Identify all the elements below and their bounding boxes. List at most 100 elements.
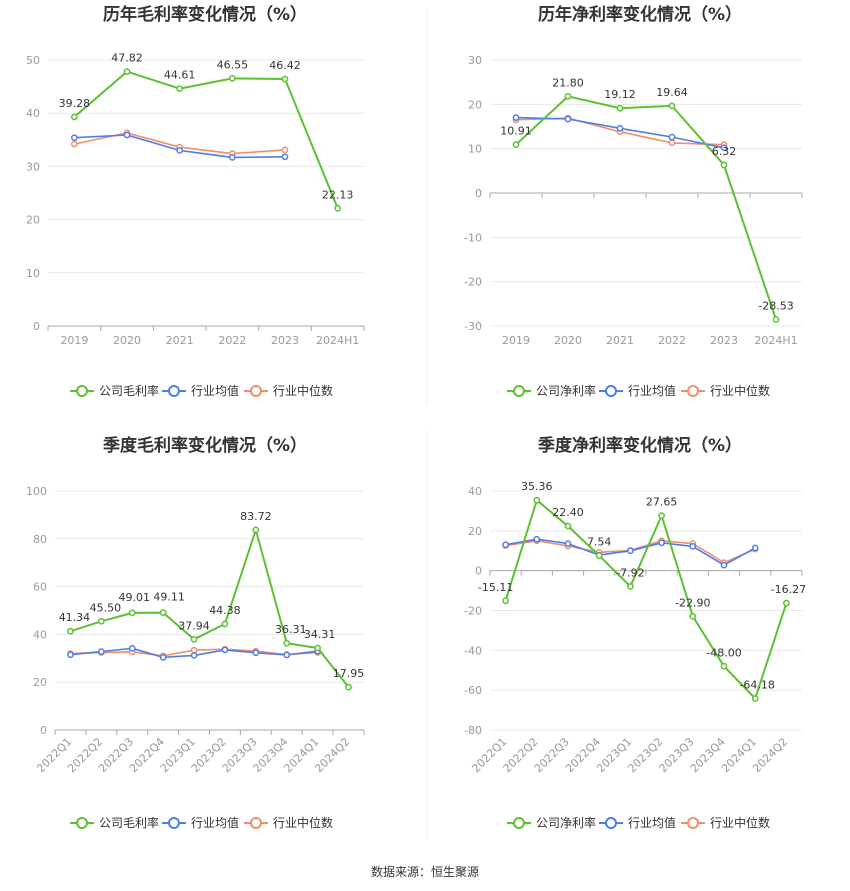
data-point-company bbox=[123, 68, 131, 75]
data-point-industry-average bbox=[751, 544, 759, 552]
legend-marker bbox=[687, 385, 699, 397]
data-point-industry-average bbox=[128, 644, 136, 652]
data-point-industry-average bbox=[228, 154, 236, 161]
legend-marker bbox=[513, 385, 525, 397]
data-point-company bbox=[783, 599, 790, 607]
data-point-industry-average bbox=[512, 114, 520, 121]
y-tick-label: 20 bbox=[468, 525, 482, 538]
y-tick-label: -60 bbox=[464, 684, 482, 697]
data-point-industry-average bbox=[533, 535, 541, 543]
data-point-company bbox=[658, 512, 665, 519]
legend-label: 公司净利率 bbox=[536, 815, 596, 830]
legend-item-industry-average: 行业均值 bbox=[162, 815, 239, 830]
x-tick-label: 2021 bbox=[606, 334, 634, 347]
data-point-industry-average bbox=[720, 561, 728, 569]
data-label: 83.72 bbox=[240, 510, 272, 523]
x-tick-label: 2020 bbox=[554, 334, 582, 347]
legend-item-industry-median: 行业中位数 bbox=[244, 815, 333, 830]
legend-marker bbox=[168, 385, 180, 397]
legend-marker bbox=[687, 817, 699, 829]
x-tick-label: 2022 bbox=[218, 334, 246, 347]
legend-marker bbox=[168, 817, 180, 829]
data-point-company bbox=[564, 93, 572, 100]
data-point-industry-average bbox=[689, 543, 697, 550]
data-point-industry-median bbox=[70, 140, 78, 148]
x-tick-label: 2024H1 bbox=[316, 334, 359, 347]
legend-item-company: 公司净利率 bbox=[507, 383, 596, 398]
data-point-industry-average bbox=[176, 147, 184, 154]
y-tick-label: 20 bbox=[468, 98, 482, 111]
series-line-company bbox=[70, 528, 350, 688]
legend-marker bbox=[513, 817, 525, 829]
series-line-company bbox=[515, 95, 777, 320]
data-point-company bbox=[512, 141, 520, 148]
data-label: -48.00 bbox=[706, 646, 741, 659]
legend-item-industry-average: 行业均值 bbox=[162, 383, 239, 398]
legend-label: 行业中位数 bbox=[273, 815, 333, 830]
legend-marker bbox=[250, 385, 262, 397]
legend-marker bbox=[76, 817, 88, 829]
chart-panel-annual-gross-margin: 历年毛利率变化情况（%） 0 10 20 30 40 50 2019 2020 2021 2022 2… bbox=[26, 4, 365, 398]
data-label: 7.54 bbox=[587, 536, 612, 549]
data-point-industry-average bbox=[564, 540, 572, 547]
chart-title: 季度净利率变化情况（%） bbox=[538, 435, 742, 456]
data-label: 36.31 bbox=[275, 623, 307, 636]
y-tick-label: 10 bbox=[468, 143, 482, 156]
data-label: 47.82 bbox=[111, 52, 143, 65]
data-point-company bbox=[668, 102, 676, 110]
data-point-company bbox=[616, 104, 624, 112]
y-tick-label: 0 bbox=[33, 320, 40, 333]
data-point-company bbox=[283, 639, 291, 647]
x-tick-label: 2024Q2 bbox=[750, 735, 790, 775]
data-point-industry-average bbox=[668, 133, 676, 141]
data-point-company bbox=[720, 662, 728, 670]
legend-label: 行业中位数 bbox=[710, 383, 770, 398]
data-point-company bbox=[159, 609, 167, 616]
data-label: -15.11 bbox=[478, 581, 513, 594]
data-point-industry-average bbox=[502, 541, 509, 549]
chart-panel-quarterly-net-margin: 季度净利率变化情况（%）-80-60-40-20020402022Q12022Q… bbox=[464, 435, 806, 830]
data-point-company bbox=[176, 85, 184, 93]
legend-item-industry-median: 行业中位数 bbox=[681, 383, 770, 398]
data-label: 22.40 bbox=[552, 506, 584, 519]
chart-title: 季度毛利率变化情况（%） bbox=[103, 435, 307, 456]
y-tick-label: 80 bbox=[33, 533, 47, 546]
data-point-company bbox=[689, 612, 697, 620]
data-point-company bbox=[252, 526, 260, 534]
data-point-industry-median bbox=[668, 139, 676, 147]
data-point-industry-average bbox=[123, 131, 131, 139]
y-tick-label: 40 bbox=[33, 628, 47, 641]
series-line-company bbox=[504, 499, 788, 700]
data-label: 19.64 bbox=[656, 86, 688, 99]
series-line-company bbox=[73, 70, 339, 209]
chart-panel-annual-net-margin: 历年净利率变化情况（%） -30 -20 -10 0 10 20 30 2019 2020 2021… bbox=[464, 4, 803, 398]
data-point-industry-average bbox=[252, 649, 260, 657]
data-point-industry-average bbox=[159, 653, 167, 661]
data-point-company bbox=[627, 583, 634, 590]
x-tick-label: 2019 bbox=[60, 334, 88, 347]
y-tick-label: 40 bbox=[26, 107, 40, 120]
data-label: 45.50 bbox=[90, 601, 122, 614]
y-tick-label: 20 bbox=[26, 214, 40, 227]
data-point-company bbox=[190, 635, 198, 643]
legend-label: 行业均值 bbox=[628, 383, 676, 398]
y-tick-label: -20 bbox=[464, 276, 482, 289]
x-tick-label: 2021 bbox=[166, 334, 194, 347]
legend-label: 行业均值 bbox=[191, 383, 239, 398]
y-tick-label: 0 bbox=[475, 187, 482, 200]
data-label: 10.91 bbox=[500, 125, 532, 138]
legend-item-company: 公司毛利率 bbox=[70, 815, 159, 830]
data-label: 34.31 bbox=[304, 628, 336, 641]
legend-item-industry-average: 行业均值 bbox=[599, 383, 676, 398]
y-tick-label: 0 bbox=[475, 565, 482, 578]
legend-label: 行业中位数 bbox=[710, 815, 770, 830]
source-note: 数据来源：恒生聚源 bbox=[371, 864, 479, 879]
legend-label: 公司毛利率 bbox=[99, 815, 159, 830]
data-point-company bbox=[345, 683, 352, 691]
data-label: 35.36 bbox=[521, 480, 553, 493]
y-tick-label: -30 bbox=[464, 320, 482, 333]
data-point-company bbox=[334, 204, 342, 212]
data-label: 49.11 bbox=[153, 591, 185, 604]
data-point-company bbox=[595, 552, 603, 559]
